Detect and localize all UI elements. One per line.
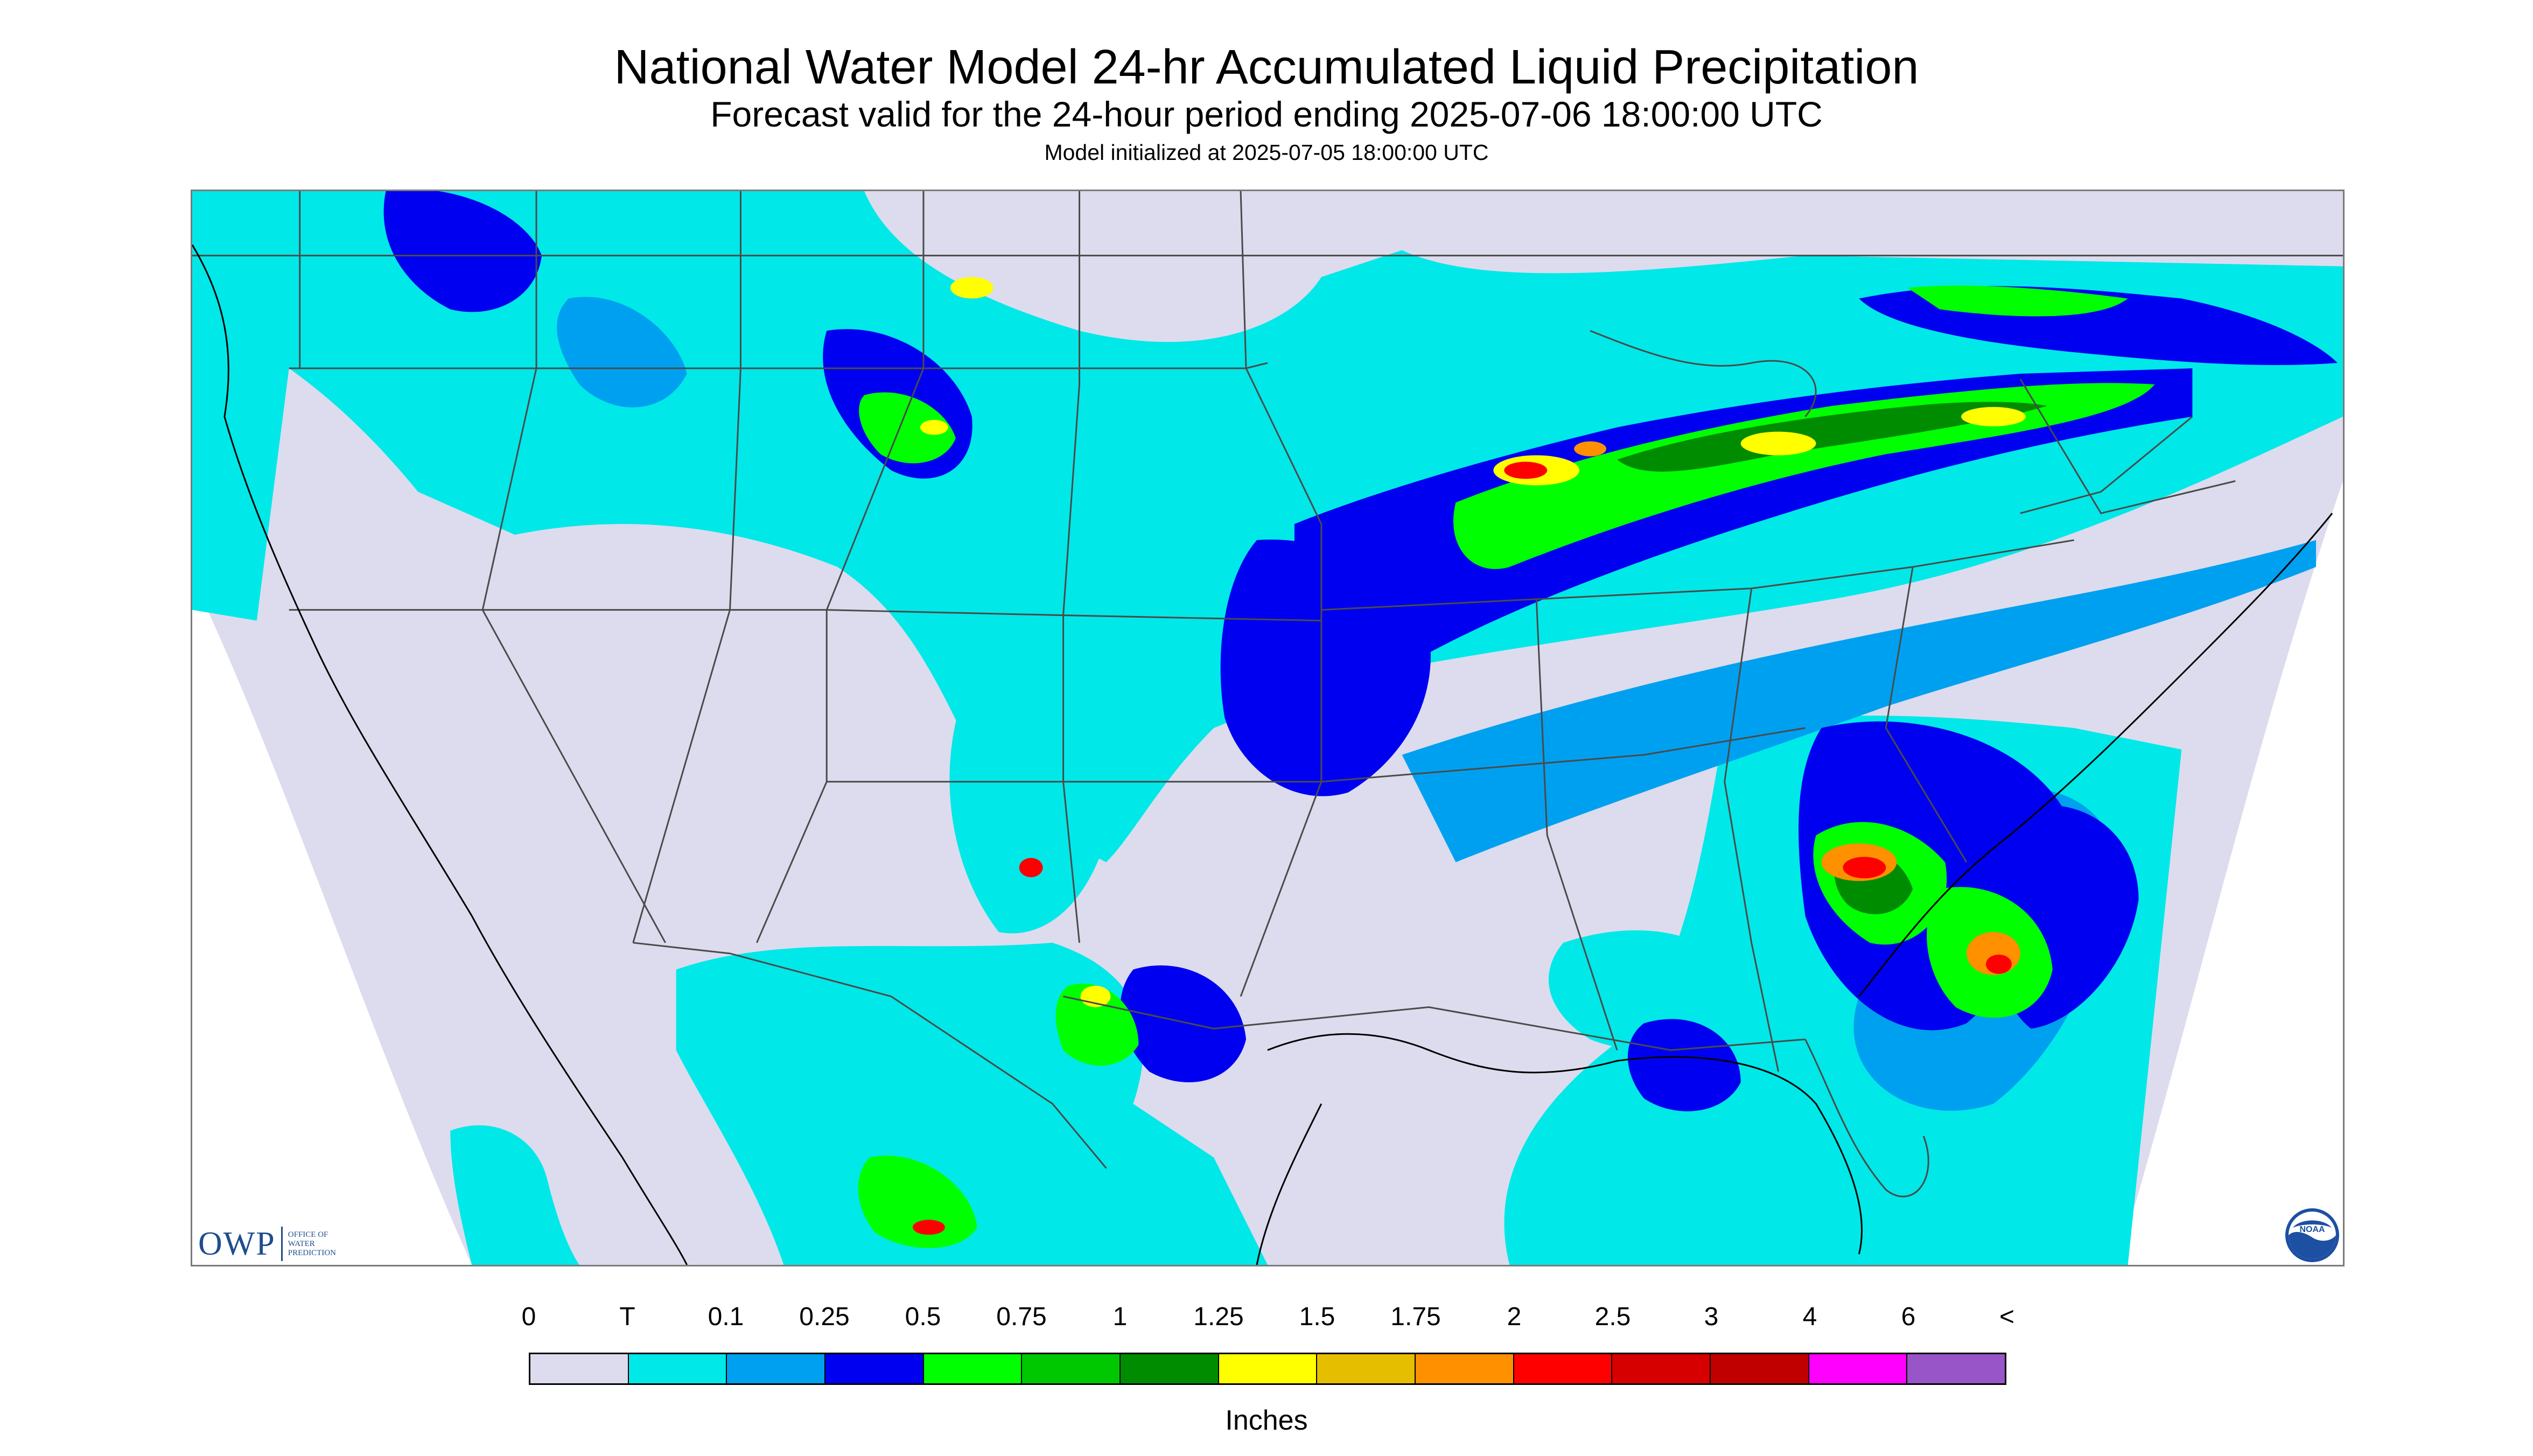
legend-swatch [825,1354,924,1383]
legend-label: 0.25 [799,1303,850,1331]
legend-label: 0.1 [708,1303,744,1331]
legend-swatch [1711,1354,1809,1383]
legend-label: 1 [1112,1303,1128,1331]
svg-text:NOAA: NOAA [2299,1225,2325,1234]
legend-label: 2 [1507,1303,1522,1331]
legend-unit-label: Inches [1225,1405,1308,1436]
legend-swatch [1022,1354,1121,1383]
legend-swatch [1809,1354,1908,1383]
owp-logo-divider [281,1227,283,1261]
legend-swatch [1514,1354,1613,1383]
legend-swatch [628,1354,727,1383]
legend-label: 1.75 [1390,1303,1441,1331]
coastlines [192,244,2333,1265]
legend-label: 4 [1802,1303,1817,1331]
legend-label: 0 [521,1303,536,1331]
legend-swatch [923,1354,1023,1383]
legend-label: 0.75 [996,1303,1047,1331]
owp-logo: OWP OFFICE OF WATER PREDICTION [198,1222,336,1265]
legend-label: 6 [1901,1303,1916,1331]
legend-color-bar [529,1353,2006,1385]
model-init-time: Model initialized at 2025-07-05 18:00:00… [1044,140,1489,165]
political-borders [192,191,2343,1198]
legend-label: T [619,1303,635,1331]
legend-swatch [1121,1354,1219,1383]
legend-swatch [1416,1354,1514,1383]
legend-label: 0.5 [905,1303,941,1331]
owp-logo-office: OFFICE OF WATER PREDICTION [288,1230,336,1257]
legend-label: < [1999,1303,2015,1331]
legend-swatch [1907,1354,2005,1383]
noaa-logo: NOAA [2285,1208,2339,1262]
legend-label: 3 [1704,1303,1719,1331]
precipitation-map [191,190,2345,1266]
legend-label: 1.25 [1193,1303,1244,1331]
extreme-precip-areas [912,277,2026,1235]
map-title: National Water Model 24-hr Accumulated L… [614,40,1919,94]
legend-label: 1.5 [1299,1303,1335,1331]
map-canvas [192,191,2343,1265]
legend-swatch [530,1354,629,1383]
legend-labels: 0 T 0.1 0.25 0.5 0.75 1 1.25 1.5 1.75 2 … [522,1301,2014,1339]
legend-swatch [727,1354,826,1383]
legend-swatch [1612,1354,1711,1383]
legend-swatch [1219,1354,1318,1383]
owp-logo-text: OWP [198,1225,276,1262]
legend-label: 2.5 [1594,1303,1631,1331]
map-subtitle: Forecast valid for the 24-hour period en… [710,94,1823,134]
legend-swatch [1317,1354,1416,1383]
